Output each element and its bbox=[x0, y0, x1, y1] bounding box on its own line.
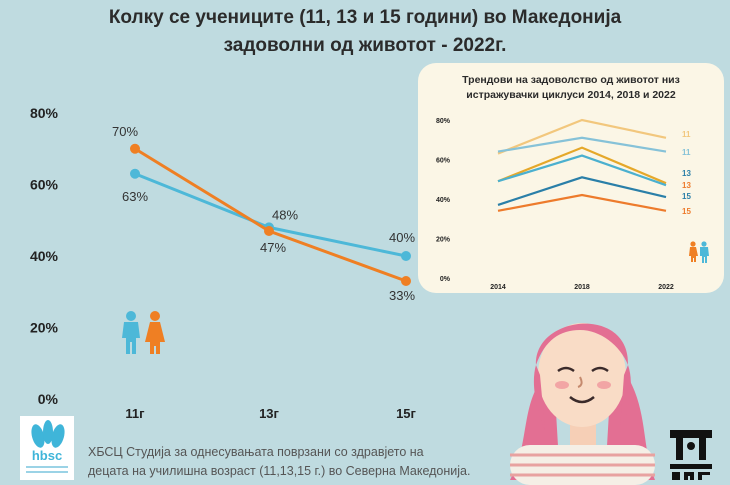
data-point-orange bbox=[264, 225, 274, 236]
data-point-blue bbox=[401, 251, 411, 261]
data-label-blue: 48% bbox=[272, 207, 298, 222]
y-tick-label: 40% bbox=[30, 248, 59, 264]
inset-series-end-label: 11 bbox=[682, 148, 691, 157]
trend-inset-panel: Трендови на задоволство од животот низ и… bbox=[418, 63, 724, 293]
y-tick-label: 0% bbox=[38, 391, 59, 407]
inset-x-tick-label: 2022 bbox=[658, 284, 674, 291]
inset-girl-icon-head bbox=[690, 241, 696, 247]
y-tick-label: 60% bbox=[30, 177, 59, 193]
x-tick-label: 11г bbox=[125, 406, 145, 421]
y-tick-label: 20% bbox=[30, 320, 59, 336]
inset-series-line-15 bbox=[497, 193, 667, 212]
inset-title: Трендови на задоволство од животот низ и… bbox=[418, 73, 724, 103]
data-label-orange: 33% bbox=[389, 288, 415, 303]
inset-girl-icon-body bbox=[689, 247, 698, 262]
girl-illustration bbox=[510, 323, 655, 485]
footer-line-2: децата на училишна возраст (11,13,15 г.)… bbox=[88, 464, 471, 478]
inset-title-line-2: истражувачки циклуси 2014, 2018 и 2022 bbox=[466, 89, 676, 101]
x-tick-label: 15г bbox=[396, 406, 416, 421]
inset-series-end-label: 13 bbox=[682, 181, 691, 190]
series-line-orange bbox=[134, 147, 407, 283]
hbsc-logo: hbsc bbox=[20, 416, 74, 480]
hbsc-logo-graphic: hbsc bbox=[26, 420, 68, 473]
footer-source: ХБСЦ Студија за однесувањата поврзани со… bbox=[88, 443, 470, 481]
inset-boy-girl-icon bbox=[689, 241, 709, 263]
y-tick-label: 80% bbox=[30, 105, 59, 121]
inset-y-tick-label: 60% bbox=[436, 158, 451, 165]
footer-line-1: ХБСЦ Студија за однесувањата поврзани со… bbox=[88, 445, 424, 459]
inset-boy-icon-head bbox=[701, 241, 707, 247]
title-line-2: задоволни од животот - 2022г. bbox=[223, 35, 507, 56]
inset-series-end-label: 15 bbox=[682, 207, 691, 216]
inset-series-line-13 bbox=[497, 146, 667, 185]
inset-series-line-11 bbox=[497, 136, 667, 153]
data-label-blue: 63% bbox=[122, 189, 148, 204]
data-label-blue: 40% bbox=[389, 230, 415, 245]
chart-title: Колку се учениците (11, 13 и 15 години) … bbox=[0, 4, 730, 60]
inset-y-tick-label: 20% bbox=[436, 237, 451, 244]
inset-series-line-15 bbox=[497, 176, 667, 206]
inset-y-tick-label: 80% bbox=[436, 118, 451, 125]
inset-x-tick-label: 2018 bbox=[574, 284, 590, 291]
hbsc-logo-text: hbsc bbox=[32, 448, 62, 463]
data-point-orange bbox=[401, 276, 411, 287]
inset-title-line-1: Трендови на задоволство од животот низ bbox=[462, 74, 680, 86]
inset-boy-icon-body bbox=[700, 247, 709, 263]
inset-y-tick-label: 0% bbox=[440, 276, 451, 283]
data-label-orange: 47% bbox=[260, 240, 286, 255]
inset-y-tick-label: 40% bbox=[436, 197, 451, 204]
data-point-orange bbox=[130, 143, 140, 154]
inset-series-end-label: 11 bbox=[682, 130, 691, 139]
x-tick-label: 13г bbox=[259, 406, 279, 421]
institute-logo bbox=[670, 430, 712, 480]
inset-series-line-13 bbox=[497, 154, 667, 187]
title-line-1: Колку се учениците (11, 13 и 15 години) … bbox=[108, 7, 622, 28]
data-label-orange: 70% bbox=[112, 124, 138, 139]
data-point-blue bbox=[130, 168, 140, 179]
inset-series-end-label: 13 bbox=[682, 169, 691, 178]
boy-girl-icon bbox=[122, 311, 165, 354]
inset-chart: 80% 60% 40% 20% 0% 2014 2018 2022 11 11 13 13 15 15 bbox=[436, 118, 709, 291]
inset-series-line-11 bbox=[497, 118, 667, 155]
inset-series-end-label: 15 bbox=[682, 192, 691, 201]
inset-x-tick-label: 2014 bbox=[490, 284, 506, 291]
